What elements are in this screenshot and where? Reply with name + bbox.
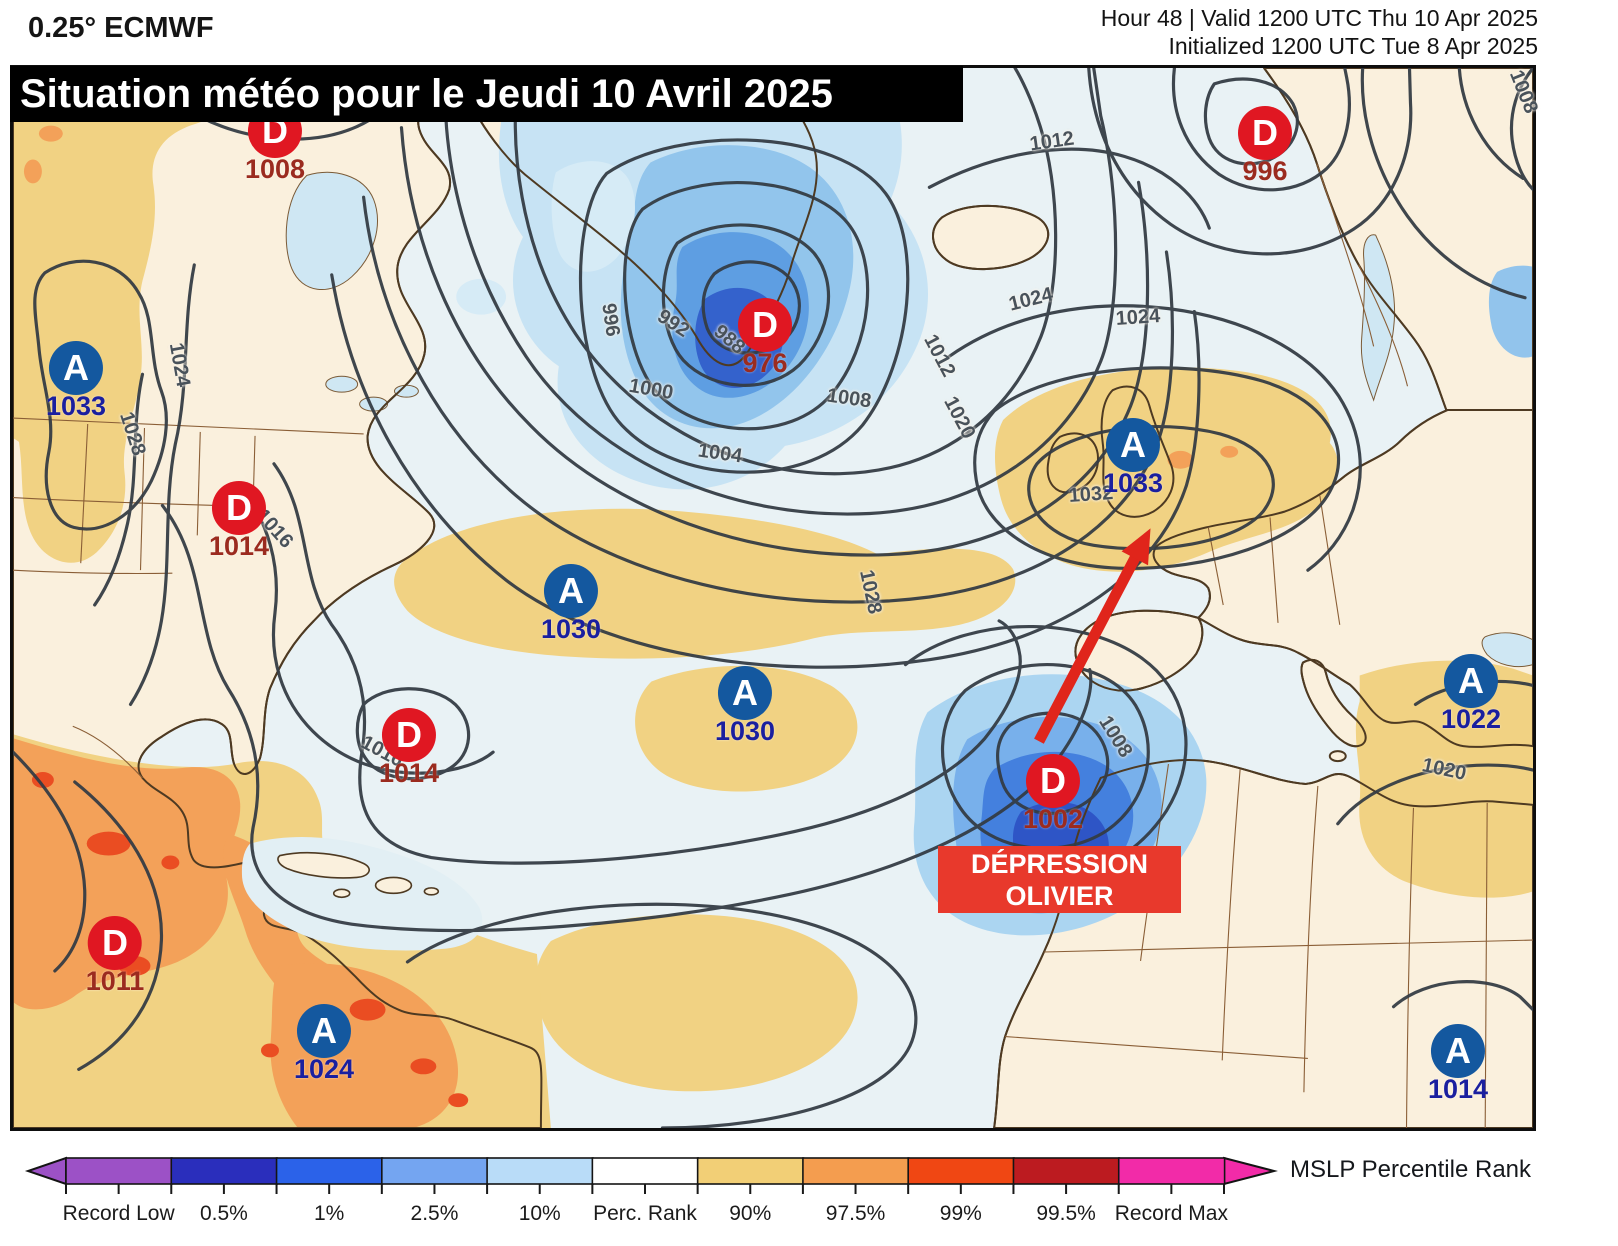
- title-banner: Situation météo pour le Jeudi 10 Avril 2…: [10, 66, 963, 122]
- pressure-value: 1033: [45, 391, 107, 421]
- legend-title: MSLP Percentile Rank: [1290, 1156, 1532, 1183]
- run-info: Hour 48 | Valid 1200 UTC Thu 10 Apr 2025…: [1101, 4, 1538, 60]
- legend-label: Perc. Rank: [593, 1202, 697, 1225]
- high-symbol: A: [543, 564, 598, 618]
- legend-label: 10%: [519, 1202, 561, 1225]
- pressure-value: 1014: [1427, 1074, 1489, 1104]
- legend-label: Record Max: [1115, 1202, 1229, 1225]
- cuba: [277, 851, 370, 879]
- high-symbol: A: [1443, 654, 1498, 708]
- high-symbol: A: [48, 341, 103, 395]
- pressure-center-high: A 1030: [715, 666, 775, 745]
- legend-right-cap: [1223, 1156, 1278, 1186]
- legend-label: 2.5%: [411, 1202, 459, 1225]
- legend-label: 99%: [940, 1202, 982, 1225]
- pressure-center-high: A 1014: [1428, 1024, 1488, 1103]
- pressure-center-high: A 1024: [294, 1004, 354, 1083]
- storm-annotation-line2: OLIVIER: [1005, 881, 1114, 911]
- low-symbol: D: [1025, 754, 1080, 808]
- pressure-center-low: D 1014: [209, 481, 269, 560]
- pressure-value: 1002: [1022, 804, 1084, 834]
- legend-segment: [802, 1157, 910, 1185]
- legend-label: 1%: [314, 1202, 344, 1225]
- low-symbol: D: [381, 708, 436, 762]
- legend-segment: [275, 1157, 384, 1185]
- pressure-center-low: D 1011: [85, 916, 145, 996]
- pressure-centers-layer: D 1008 D 996 D 976 A 1033 D 1014 A 1033 A 1030 A 1030 D 1…: [13, 68, 1533, 1128]
- legend-label: Record Low: [63, 1202, 176, 1225]
- pressure-value: 1033: [1102, 468, 1164, 498]
- pressure-center-high: A 1030: [541, 564, 601, 643]
- legend-segment: [1117, 1157, 1226, 1185]
- pressure-center-low: D 1002: [1023, 754, 1083, 833]
- isobar-label: 996: [597, 301, 624, 338]
- high-symbol: A: [1430, 1024, 1485, 1078]
- pressure-value: 996: [1242, 156, 1288, 186]
- pressure-center-low: D 976: [738, 298, 792, 377]
- legend-segment: [1012, 1157, 1121, 1185]
- legend-segment: [65, 1157, 173, 1185]
- pressure-value: 1030: [540, 614, 602, 644]
- legend-colorbar: Record Low 0.5% 1% 2.5% 10% Perc. Rank 90% 97.5…: [24, 1156, 1278, 1225]
- pressure-value: 1011: [85, 966, 145, 996]
- pressure-center-high: A 1033: [46, 341, 106, 420]
- pressure-center-low: D 1014: [379, 708, 439, 787]
- init-time: Initialized 1200 UTC Tue 8 Apr 2025: [1168, 33, 1538, 59]
- low-symbol: D: [87, 916, 142, 970]
- jamaica: [332, 888, 351, 899]
- high-symbol: A: [717, 666, 772, 720]
- pressure-value: 1024: [293, 1054, 355, 1084]
- weather-map: 1012 1024 1024 1008 1012 1020 992 988 996 1000 100…: [10, 65, 1542, 1131]
- pressure-value: 1008: [244, 154, 306, 184]
- map-graphic: [13, 68, 1533, 1128]
- legend-label: 90%: [729, 1202, 771, 1225]
- storm-annotation-line1: DÉPRESSION: [970, 849, 1149, 879]
- storm-annotation: DÉPRESSION OLIVIER: [938, 846, 1181, 913]
- legend-label: 99.5%: [1036, 1202, 1096, 1225]
- puerto-rico: [423, 887, 440, 896]
- legend-segment: [907, 1157, 1015, 1185]
- legend-label: 0.5%: [200, 1202, 248, 1225]
- legend-segment: [696, 1157, 805, 1185]
- storm-track-arrow: [1034, 528, 1151, 744]
- low-symbol: D: [1238, 106, 1292, 160]
- legend-segment: [591, 1157, 700, 1185]
- black-sea: [1481, 632, 1533, 668]
- model-label: 0.25° ECMWF: [28, 12, 214, 44]
- pressure-value: 1030: [714, 716, 776, 746]
- low-symbol: D: [738, 298, 792, 352]
- low-symbol: D: [211, 481, 266, 535]
- pressure-center-high: A 1033: [1103, 418, 1163, 497]
- legend-segment: [381, 1157, 489, 1185]
- legend-segment: [170, 1157, 278, 1185]
- legend-label: 97.5%: [826, 1202, 886, 1225]
- hudson-bay: [285, 172, 378, 290]
- pressure-value: 1014: [208, 531, 270, 561]
- pressure-value: 1022: [1440, 704, 1502, 734]
- legend-left-cap: [24, 1156, 67, 1186]
- hispaniola: [374, 876, 413, 895]
- isobar-label: 1024: [1115, 304, 1161, 331]
- pressure-value: 976: [742, 348, 788, 378]
- high-symbol: A: [1105, 418, 1160, 472]
- pressure-center-high: A 1022: [1441, 654, 1501, 733]
- valid-time: Hour 48 | Valid 1200 UTC Thu 10 Apr 2025: [1100, 5, 1538, 31]
- pressure-center-low: D 996: [1238, 106, 1292, 185]
- pressure-value: 1014: [378, 758, 440, 788]
- high-symbol: A: [296, 1004, 351, 1058]
- legend-segment: [486, 1157, 594, 1185]
